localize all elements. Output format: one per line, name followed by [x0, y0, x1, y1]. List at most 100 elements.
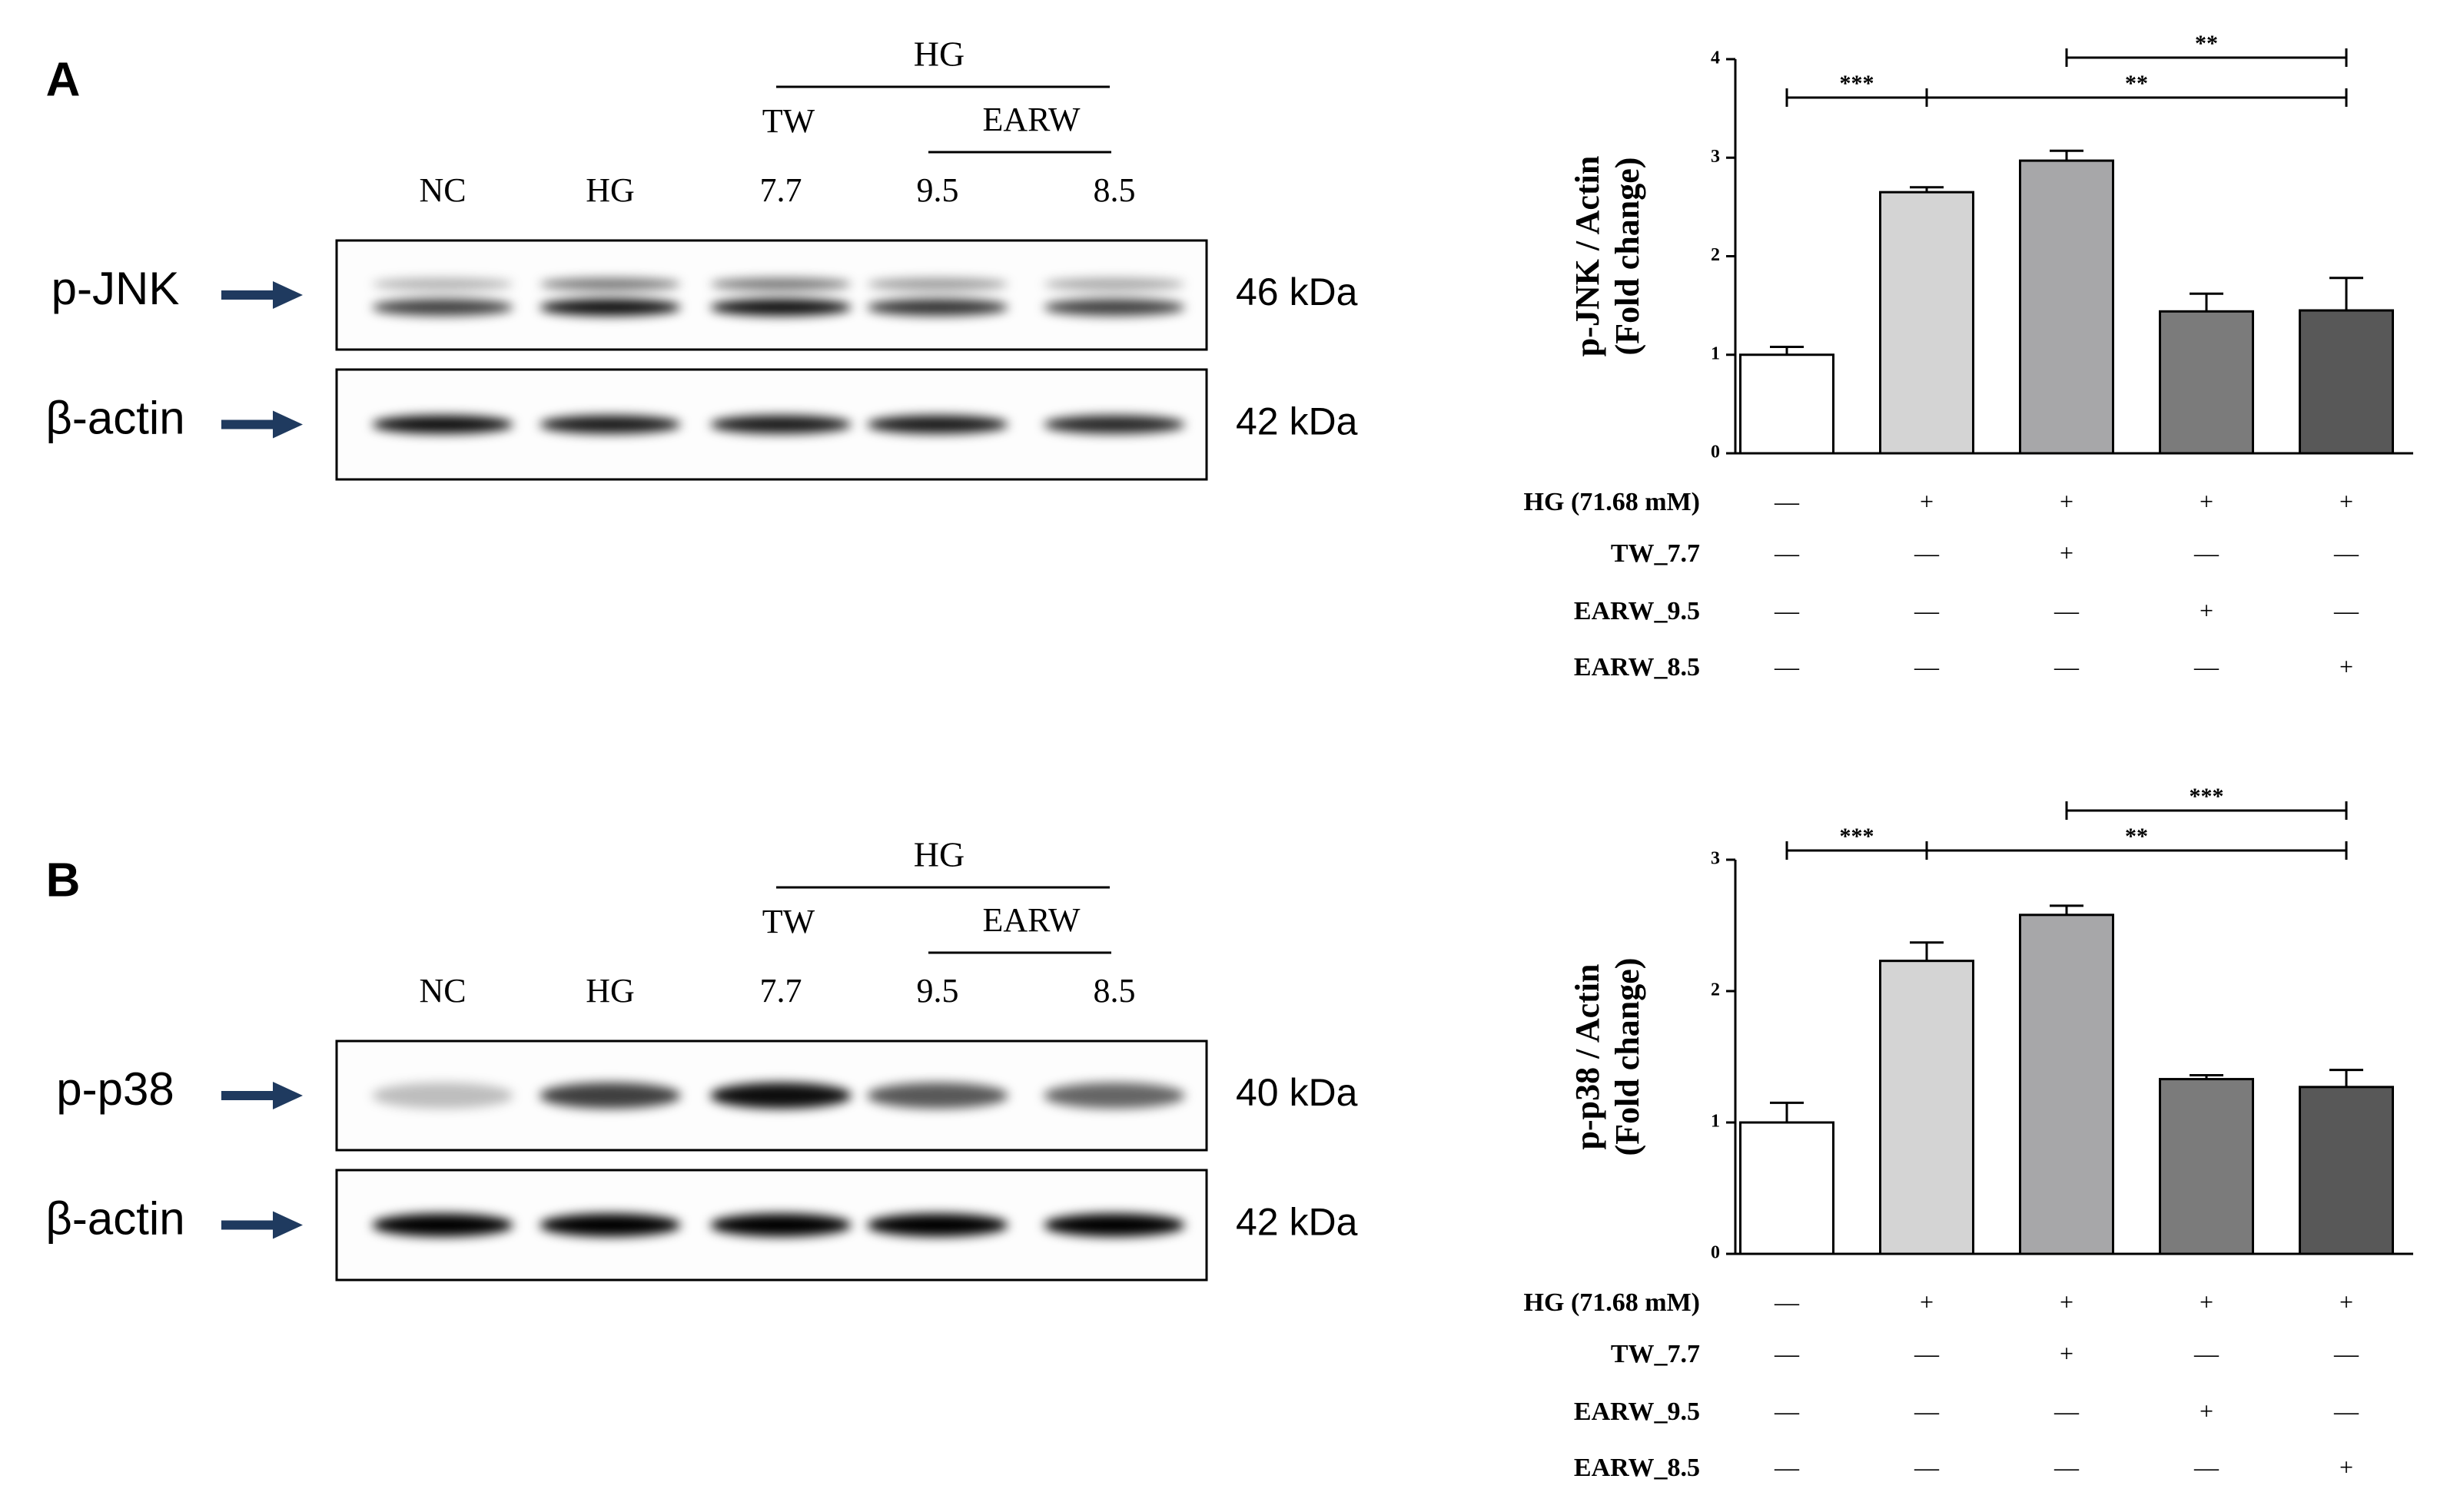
treatment-sign: — — [1914, 1397, 1940, 1424]
band — [1044, 1083, 1185, 1109]
band — [867, 278, 1008, 290]
subgroup-label: TW — [762, 102, 815, 140]
bands — [372, 1213, 1185, 1237]
size-label: 42 kDa — [1236, 1201, 1358, 1244]
y-tick-label: 0 — [1711, 1243, 1720, 1263]
treatment-sign: + — [2200, 1397, 2213, 1424]
significance-bracket — [1925, 841, 2348, 860]
treatment-sign: — — [1914, 539, 1940, 566]
treatment-sign: + — [1920, 1288, 1934, 1315]
treatment-sign: — — [1914, 1339, 1940, 1367]
treatment-sign: + — [2339, 1453, 2353, 1480]
lane-label: HG — [586, 972, 635, 1010]
band — [540, 1083, 681, 1109]
significance-label: *** — [2190, 784, 2224, 809]
treatment-label: TW_7.7 — [1611, 1340, 1700, 1368]
subgroup-label: EARW — [982, 901, 1081, 939]
y-axis-label: (Fold change) — [1609, 958, 1646, 1156]
error-bar — [2329, 1069, 2363, 1087]
treatment-sign: — — [2193, 652, 2220, 680]
lane-label: 9.5 — [917, 171, 959, 209]
error-bar — [2190, 292, 2223, 312]
error-bar — [2190, 1073, 2223, 1079]
band — [1044, 415, 1185, 434]
band — [372, 1083, 513, 1109]
band — [1044, 299, 1185, 316]
bar — [1879, 960, 1974, 1255]
error-bar — [1910, 186, 1944, 193]
significance-bracket — [1925, 88, 2348, 107]
size-label: 46 kDa — [1236, 270, 1358, 313]
subgroup-label: EARW — [982, 101, 1081, 138]
y-axis-label: p-p38 / Actin — [1569, 963, 1606, 1149]
treatment-sign: — — [1774, 1397, 1800, 1424]
row-label: p-JNK — [51, 263, 180, 314]
treatment-sign: + — [2200, 596, 2213, 624]
treatment-label: EARW_9.5 — [1574, 1398, 1700, 1426]
arrow-head — [273, 410, 303, 439]
treatment-sign: — — [1774, 652, 1800, 680]
band — [1044, 1213, 1185, 1237]
lane-label: 8.5 — [1094, 972, 1136, 1010]
y-tick-label: 1 — [1711, 343, 1720, 363]
treatment-sign: + — [2339, 487, 2353, 515]
panel-letter: A — [46, 53, 81, 106]
error-bar — [2050, 149, 2083, 161]
error-bar — [2050, 904, 2083, 915]
group-label: HG — [914, 835, 965, 874]
lane-label: HG — [586, 171, 635, 209]
band — [867, 299, 1008, 316]
error-bar — [1910, 941, 1944, 961]
band — [710, 278, 852, 290]
significance-bracket — [2065, 801, 2348, 820]
significance-label: ** — [2125, 71, 2148, 96]
arrow-head — [273, 1082, 303, 1109]
lane-label: NC — [419, 972, 466, 1010]
band — [372, 1213, 513, 1237]
treatment-sign: — — [2054, 596, 2080, 624]
y-tick-label: 3 — [1711, 147, 1720, 167]
arrow-head — [273, 281, 303, 309]
treatment-sign: — — [1774, 596, 1800, 624]
treatment-sign: — — [2193, 1453, 2220, 1480]
treatment-sign: + — [2339, 1288, 2353, 1315]
band — [540, 299, 681, 316]
bar — [2299, 1086, 2394, 1255]
treatment-sign: — — [1914, 652, 1940, 680]
panel-letter: B — [46, 854, 81, 907]
lane-label: 8.5 — [1094, 171, 1136, 209]
y-tick-label: 3 — [1711, 849, 1720, 869]
bar — [1879, 191, 1974, 455]
lane-label: 9.5 — [917, 972, 959, 1010]
treatment-sign: — — [2333, 1397, 2359, 1424]
y-tick-label: 1 — [1711, 1112, 1720, 1132]
size-label: 42 kDa — [1236, 400, 1358, 443]
significance-label: ** — [2125, 824, 2148, 849]
blot-box — [335, 239, 1208, 351]
band — [540, 278, 681, 290]
band — [710, 1083, 852, 1109]
error-bar — [1770, 345, 1804, 355]
band — [372, 415, 513, 434]
band — [372, 278, 513, 290]
treatment-sign: — — [2193, 1339, 2220, 1367]
bands — [372, 278, 1185, 316]
bar — [2159, 1078, 2254, 1255]
significance-label: *** — [1840, 71, 1874, 96]
bar — [1739, 1121, 1834, 1255]
treatment-label: EARW_9.5 — [1574, 597, 1700, 625]
treatment-sign: — — [2333, 596, 2359, 624]
bar — [2159, 310, 2254, 455]
treatment-sign: — — [2054, 652, 2080, 680]
significance-label: *** — [1840, 824, 1874, 849]
band — [372, 299, 513, 316]
subgroup-label: TW — [762, 903, 815, 940]
treatment-sign: + — [2339, 652, 2353, 680]
treatment-sign: — — [1914, 596, 1940, 624]
y-axis-label: p-JNK / Actin — [1569, 156, 1606, 357]
band — [540, 1213, 681, 1237]
treatment-label: TW_7.7 — [1611, 539, 1700, 568]
bar — [2019, 914, 2114, 1255]
treatment-sign: — — [1774, 1288, 1800, 1315]
